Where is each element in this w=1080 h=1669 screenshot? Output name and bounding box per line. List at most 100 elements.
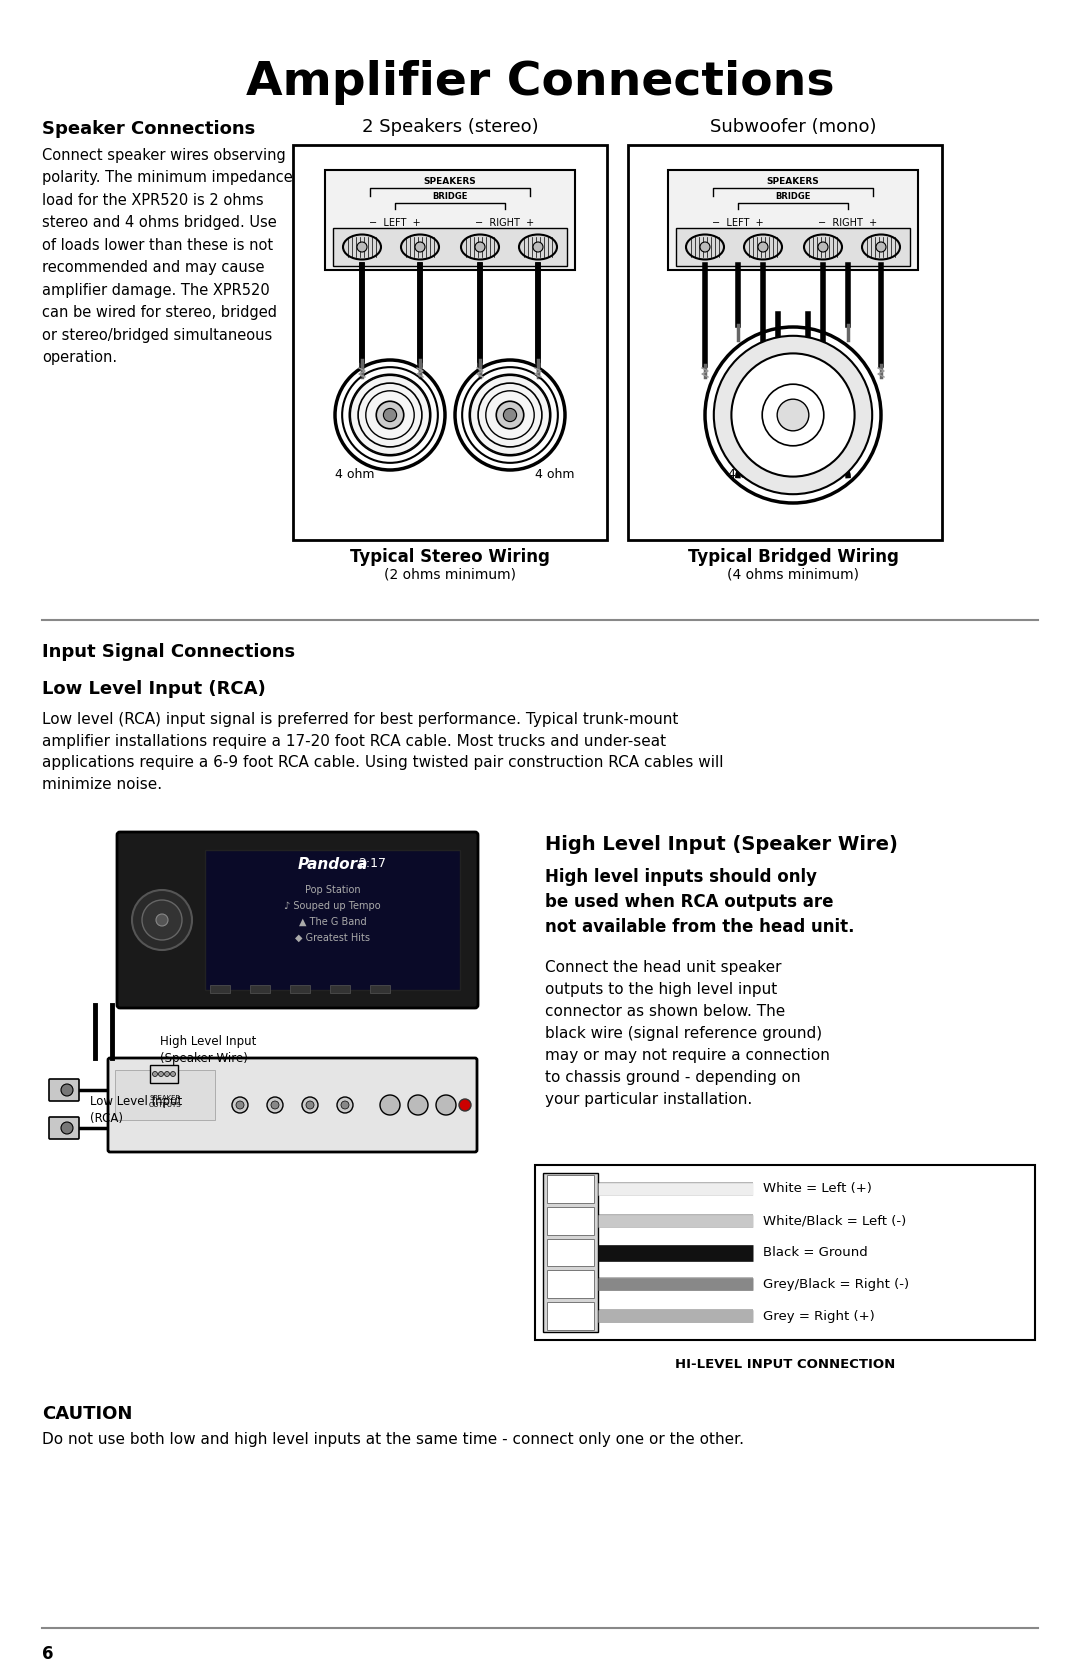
Bar	[543, 1173, 598, 1332]
Text: SPEAKERS: SPEAKERS	[423, 177, 476, 185]
FancyBboxPatch shape	[117, 833, 478, 1008]
Circle shape	[380, 1095, 400, 1115]
Text: Subwoofer (mono): Subwoofer (mono)	[710, 118, 876, 135]
Circle shape	[60, 1083, 73, 1097]
Circle shape	[357, 242, 367, 252]
Circle shape	[159, 1071, 163, 1077]
Circle shape	[731, 354, 854, 477]
Circle shape	[762, 384, 824, 446]
Text: Black = Ground: Black = Ground	[762, 1247, 867, 1258]
Circle shape	[164, 1071, 170, 1077]
Ellipse shape	[862, 235, 900, 259]
Bar	[546, 1270, 594, 1298]
Ellipse shape	[461, 235, 499, 259]
Circle shape	[237, 1102, 244, 1108]
Circle shape	[171, 1071, 175, 1077]
Text: Typical Bridged Wiring: Typical Bridged Wiring	[688, 547, 899, 566]
Circle shape	[778, 399, 809, 431]
Bar	[546, 1238, 594, 1267]
Circle shape	[267, 1097, 283, 1113]
Bar	[330, 985, 350, 993]
Text: High level inputs should only
be used when RCA outputs are
not available from th: High level inputs should only be used wh…	[545, 868, 854, 936]
Ellipse shape	[744, 235, 782, 259]
Circle shape	[471, 376, 550, 454]
Circle shape	[156, 915, 168, 926]
Circle shape	[475, 242, 485, 252]
Circle shape	[459, 1098, 471, 1112]
Bar	[293, 145, 607, 541]
Circle shape	[337, 1097, 353, 1113]
Circle shape	[141, 900, 183, 940]
Text: ◆ Greatest Hits: ◆ Greatest Hits	[295, 933, 370, 943]
Text: High Level Input (Speaker Wire): High Level Input (Speaker Wire)	[545, 834, 897, 855]
Bar	[114, 1070, 215, 1120]
Bar	[325, 170, 575, 270]
Circle shape	[496, 401, 524, 429]
Bar	[535, 1165, 1035, 1340]
Circle shape	[758, 242, 768, 252]
Bar	[676, 229, 910, 265]
Text: Typical Stereo Wiring: Typical Stereo Wiring	[350, 547, 550, 566]
Circle shape	[60, 1122, 73, 1133]
FancyBboxPatch shape	[49, 1117, 79, 1138]
Bar	[205, 850, 460, 990]
Circle shape	[350, 376, 430, 454]
Circle shape	[306, 1102, 314, 1108]
Text: Grey = Right (+): Grey = Right (+)	[762, 1310, 875, 1322]
Text: −  RIGHT  +: − RIGHT +	[819, 219, 878, 229]
Text: Amplifier Connections: Amplifier Connections	[245, 60, 835, 105]
Circle shape	[818, 242, 828, 252]
Circle shape	[503, 409, 516, 422]
Text: CAUTION: CAUTION	[42, 1405, 133, 1424]
Circle shape	[534, 242, 543, 252]
Circle shape	[383, 409, 396, 422]
Bar	[210, 985, 230, 993]
Circle shape	[271, 1102, 279, 1108]
Text: White/Black = Left (-): White/Black = Left (-)	[762, 1215, 906, 1227]
Ellipse shape	[686, 235, 724, 259]
Text: Connect speaker wires observing
polarity. The minimum impedance
load for the XPR: Connect speaker wires observing polarity…	[42, 149, 293, 366]
Text: BRIDGE: BRIDGE	[432, 192, 468, 200]
Circle shape	[341, 1102, 349, 1108]
Circle shape	[408, 1095, 428, 1115]
Text: ▲ The G Band: ▲ The G Band	[299, 916, 366, 926]
Bar	[669, 170, 918, 270]
Text: Do not use both low and high level inputs at the same time - connect only one or: Do not use both low and high level input…	[42, 1432, 744, 1447]
Circle shape	[232, 1097, 248, 1113]
Text: Input Signal Connections: Input Signal Connections	[42, 643, 295, 661]
Text: Low Level Input
(RCA): Low Level Input (RCA)	[90, 1095, 183, 1125]
FancyBboxPatch shape	[108, 1058, 477, 1152]
Ellipse shape	[519, 235, 557, 259]
Text: Pop Station: Pop Station	[305, 885, 361, 895]
Ellipse shape	[804, 235, 842, 259]
Bar	[370, 985, 390, 993]
Text: BRIDGE: BRIDGE	[775, 192, 811, 200]
Circle shape	[302, 1097, 318, 1113]
Text: ♪ Souped up Tempo: ♪ Souped up Tempo	[284, 901, 381, 911]
Text: SPEAKER
OUTPUTS: SPEAKER OUTPUTS	[149, 1095, 181, 1108]
FancyBboxPatch shape	[49, 1078, 79, 1102]
Text: 4 ohm: 4 ohm	[535, 467, 575, 481]
Circle shape	[714, 335, 873, 494]
Circle shape	[700, 242, 710, 252]
Text: White = Left (+): White = Left (+)	[762, 1182, 872, 1195]
Circle shape	[436, 1095, 456, 1115]
Text: Speaker Connections: Speaker Connections	[42, 120, 255, 139]
Text: (2 ohms minimum): (2 ohms minimum)	[384, 567, 516, 582]
Text: Grey/Black = Right (-): Grey/Black = Right (-)	[762, 1278, 909, 1290]
Circle shape	[152, 1071, 158, 1077]
Bar	[546, 1207, 594, 1235]
Bar	[546, 1175, 594, 1203]
Text: 2:17: 2:17	[359, 856, 387, 870]
Text: Low Level Input (RCA): Low Level Input (RCA)	[42, 679, 266, 698]
Text: −  LEFT  +: − LEFT +	[712, 219, 764, 229]
Circle shape	[415, 242, 426, 252]
Text: HI-LEVEL INPUT CONNECTION: HI-LEVEL INPUT CONNECTION	[675, 1359, 895, 1370]
Text: 4 ohm: 4 ohm	[335, 467, 375, 481]
Text: (4 ohms minimum): (4 ohms minimum)	[727, 567, 859, 582]
Text: 6: 6	[42, 1646, 54, 1662]
Bar	[333, 229, 567, 265]
Ellipse shape	[401, 235, 438, 259]
Text: −  RIGHT  +: − RIGHT +	[475, 219, 535, 229]
Text: Pandora: Pandora	[297, 856, 367, 871]
